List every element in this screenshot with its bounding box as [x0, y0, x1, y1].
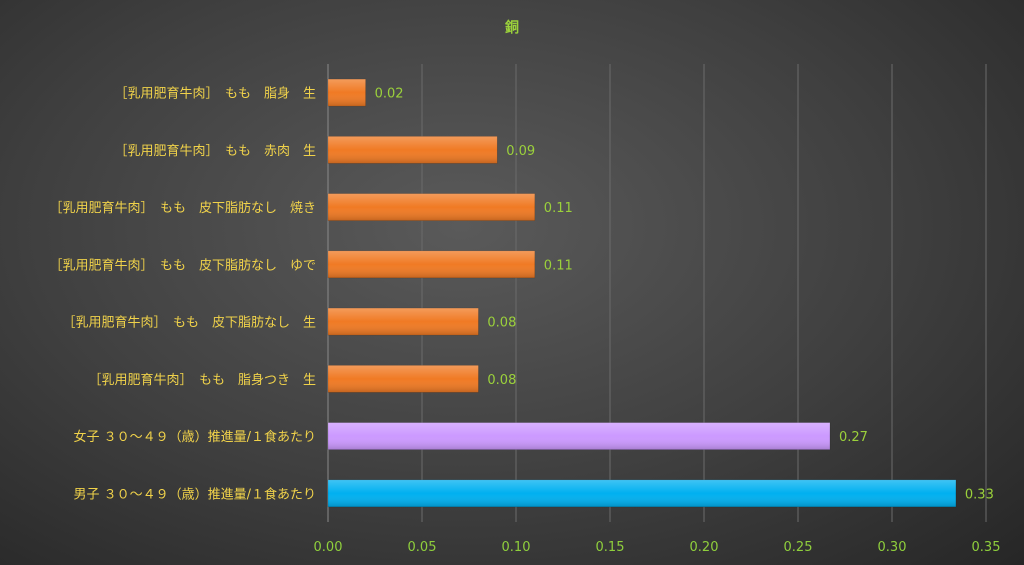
x-tick-label: 0.25	[784, 540, 813, 555]
data-label: 0.27	[839, 430, 868, 445]
x-tick-label: 0.15	[596, 540, 625, 555]
data-label: 0.08	[487, 316, 516, 331]
bar-layer	[327, 78, 957, 508]
grid-layer	[327, 64, 987, 522]
data-label: 0.02	[375, 87, 404, 102]
category-label: ［乳用肥育牛肉］ もも 皮下脂肪なし 焼き	[49, 200, 316, 216]
data-label: 0.11	[544, 201, 573, 216]
bar-shade	[328, 79, 366, 107]
chart-title: 銅	[505, 19, 519, 36]
data-label: 0.08	[487, 373, 516, 388]
label-layer: 0.00 0.05 0.10 0.15 0.20 0.25 0.30 0.35 ［乳用肥育牛肉］…	[49, 86, 1000, 555]
bar-shade	[328, 250, 535, 278]
x-tick-label: 0.30	[878, 540, 907, 555]
category-label: ［乳用肥育牛肉］ もも 脂身 生	[114, 86, 316, 102]
bar-shade	[328, 365, 479, 393]
data-label: 0.09	[506, 144, 535, 159]
x-tick-label: 0.35	[972, 540, 1001, 555]
category-label: ［乳用肥育牛肉］ もも 赤肉 生	[114, 143, 316, 159]
bar-shade	[328, 136, 498, 164]
x-tick-label: 0.00	[314, 540, 343, 555]
data-label: 0.33	[965, 487, 994, 502]
category-label: ［乳用肥育牛肉］ もも 皮下脂肪なし 生	[62, 315, 316, 331]
x-tick-label: 0.05	[408, 540, 437, 555]
data-label: 0.11	[544, 258, 573, 273]
bar-shade	[328, 479, 956, 507]
bar-shade	[328, 193, 535, 221]
category-label: ［乳用肥育牛肉］ もも 皮下脂肪なし ゆで	[49, 257, 316, 273]
category-label: 男子 ３０～４９（歳）推進量/１食あたり	[73, 486, 316, 502]
bar-shade	[328, 422, 830, 450]
x-tick-label: 0.10	[502, 540, 531, 555]
category-label: 女子 ３０～４９（歳）推進量/１食あたり	[73, 429, 316, 445]
bar-shade	[328, 308, 479, 336]
category-label: ［乳用肥育牛肉］ もも 脂身つき 生	[88, 372, 316, 388]
x-tick-label: 0.20	[690, 540, 719, 555]
